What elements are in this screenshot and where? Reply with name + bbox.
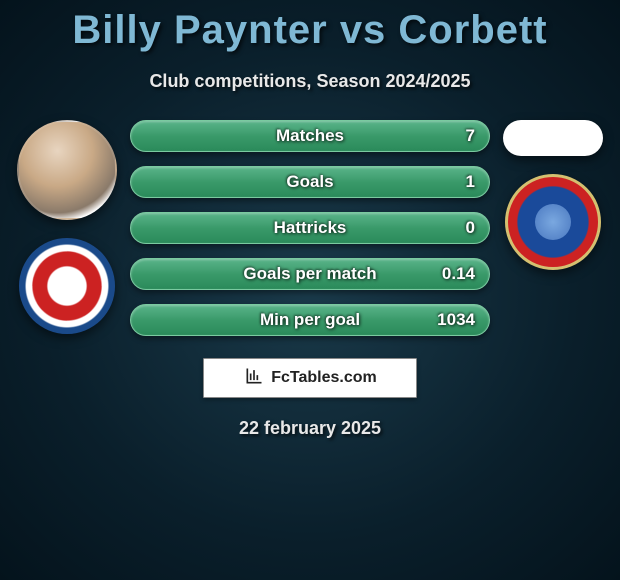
report-date: 22 february 2025 — [0, 418, 620, 439]
page-title: Billy Paynter vs Corbett — [0, 0, 620, 53]
left-player-avatar — [17, 120, 117, 220]
stat-right-value: 0.14 — [442, 264, 475, 284]
source-badge: FcTables.com — [203, 358, 417, 398]
right-column — [498, 120, 608, 270]
stat-right-value: 1034 — [437, 310, 475, 330]
stat-right-value: 7 — [466, 126, 475, 146]
right-club-badge — [505, 174, 601, 270]
right-player-avatar — [503, 120, 603, 156]
stat-row-matches: Matches 7 — [130, 120, 490, 152]
stat-row-min-per-goal: Min per goal 1034 — [130, 304, 490, 336]
source-brand: FcTables.com — [271, 369, 377, 387]
left-club-badge — [19, 238, 115, 334]
chart-icon — [243, 366, 265, 391]
stat-right-value: 1 — [466, 172, 475, 192]
stat-label: Goals per match — [243, 264, 376, 284]
stat-label: Matches — [276, 126, 344, 146]
stat-label: Goals — [286, 172, 333, 192]
stat-row-goals-per-match: Goals per match 0.14 — [130, 258, 490, 290]
stat-label: Hattricks — [274, 218, 347, 238]
stat-label: Min per goal — [260, 310, 360, 330]
stats-list: Matches 7 Goals 1 Hattricks 0 Goals per … — [130, 120, 490, 336]
subtitle: Club competitions, Season 2024/2025 — [0, 71, 620, 92]
comparison-content: Matches 7 Goals 1 Hattricks 0 Goals per … — [0, 120, 620, 336]
stat-row-goals: Goals 1 — [130, 166, 490, 198]
stat-right-value: 0 — [466, 218, 475, 238]
left-column — [12, 120, 122, 334]
stat-row-hattricks: Hattricks 0 — [130, 212, 490, 244]
